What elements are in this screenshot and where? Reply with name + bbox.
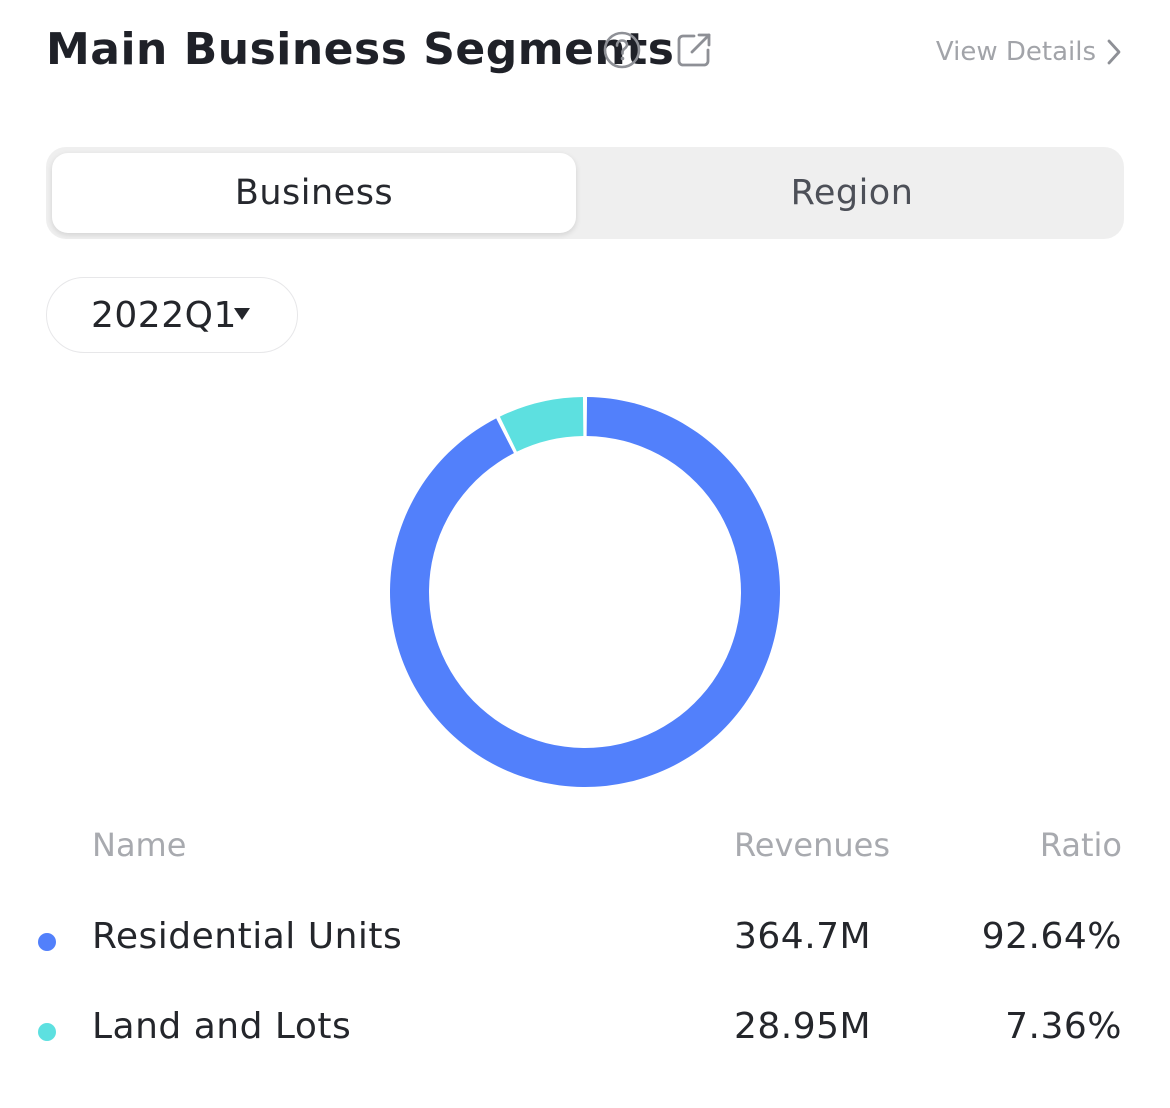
table-row: Land and Lots 28.95M 7.36% (0, 1002, 1170, 1062)
help-icon[interactable] (602, 30, 642, 70)
row-ratio: 92.64% (981, 916, 1122, 957)
legend-dot (38, 933, 56, 951)
column-header-name: Name (92, 826, 187, 864)
caret-down-icon (234, 308, 250, 320)
tab-region[interactable]: Region (790, 173, 914, 213)
period-select[interactable]: 2022Q1 (46, 277, 298, 353)
row-name: Residential Units (92, 916, 403, 957)
view-details-label: View Details (935, 37, 1096, 67)
donut-chart (390, 397, 780, 787)
column-header-revenues: Revenues (734, 826, 891, 864)
tab-business[interactable]: Business (52, 153, 576, 233)
column-header-ratio: Ratio (1039, 826, 1122, 864)
page-title: Main Business Segments (46, 24, 675, 75)
donut-slice-land-and-lots[interactable] (499, 397, 584, 452)
card-header: Main Business Segments View Details (46, 22, 1122, 82)
view-details-link[interactable]: View Details (936, 32, 1122, 72)
row-revenues: 28.95M (734, 1006, 872, 1047)
row-name: Land and Lots (92, 1006, 352, 1047)
legend-dot (38, 1023, 56, 1041)
row-ratio: 7.36% (1005, 1006, 1122, 1047)
row-revenues: 364.7M (734, 916, 872, 957)
segment-switcher: Business Region (46, 147, 1124, 239)
donut-slice-residential-units[interactable] (390, 397, 780, 787)
chevron-right-icon (1107, 39, 1121, 65)
period-select-value: 2022Q1 (91, 294, 237, 336)
table-row: Residential Units 364.7M 92.64% (0, 912, 1170, 972)
share-icon[interactable] (674, 30, 714, 70)
